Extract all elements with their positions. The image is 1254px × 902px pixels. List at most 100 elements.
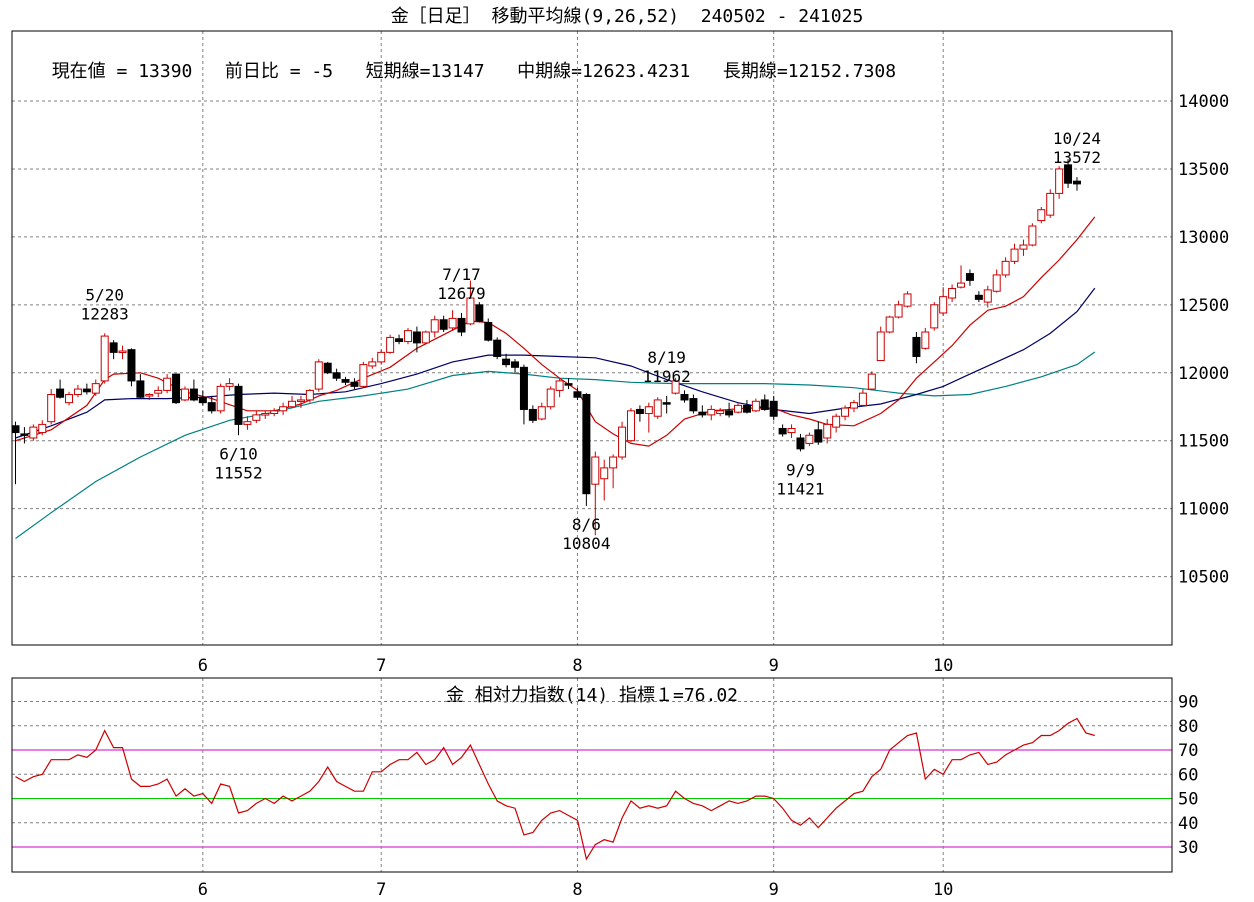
candle-68 — [609, 454, 618, 489]
candle-9 — [82, 383, 91, 395]
candle-103 — [921, 327, 930, 350]
candle-body — [172, 373, 181, 404]
candle-body — [707, 408, 716, 416]
candle-body — [751, 400, 760, 412]
candle-body — [662, 402, 671, 405]
candle-body — [118, 350, 127, 354]
candle-47 — [421, 330, 430, 345]
candle-body — [974, 294, 983, 300]
candle-body — [921, 331, 930, 349]
candle-105 — [939, 287, 948, 316]
candle-96 — [858, 389, 867, 406]
candle-77 — [689, 394, 698, 414]
annotation-date: 8/19 — [647, 348, 686, 367]
rsi-y-tick-label-90: 90 — [1178, 693, 1198, 713]
candle-64 — [573, 387, 582, 400]
candle-40 — [359, 361, 368, 388]
candle-93 — [832, 413, 841, 433]
rsi-y-tick-label-40: 40 — [1178, 814, 1198, 834]
rsi-title: 金 相対力指数(14) 指標１=76.02 — [445, 685, 739, 706]
candle-body — [20, 433, 29, 436]
annotation-value: 11552 — [214, 463, 262, 482]
candle-body — [912, 336, 921, 357]
candle-48 — [430, 315, 439, 338]
candle-98 — [876, 326, 885, 362]
candle-body — [288, 400, 297, 408]
candle-body — [769, 400, 778, 417]
candle-body — [65, 394, 74, 404]
rsi-chart-frame — [11, 677, 1173, 873]
candle-114 — [1019, 239, 1028, 256]
candle-body — [296, 399, 305, 402]
candle-body — [243, 421, 252, 425]
candle-body — [948, 288, 957, 299]
candle-75 — [671, 377, 680, 395]
candle-73 — [653, 397, 662, 419]
candle-body — [47, 394, 56, 423]
rsi-x-tick-label-8: 8 — [572, 880, 582, 900]
candle-body — [965, 273, 974, 281]
candle-5 — [47, 389, 56, 425]
annotation-date: 6/10 — [219, 444, 258, 463]
candle-118 — [1055, 166, 1064, 199]
candle-body — [225, 383, 234, 387]
price-annotations: 5/20122836/10115527/17126798/6108048/191… — [81, 129, 1101, 553]
ma-short-line — [15, 216, 1096, 447]
candle-23 — [207, 395, 216, 414]
candle-69 — [618, 421, 627, 460]
candle-body — [180, 388, 189, 401]
candle-body — [270, 410, 279, 415]
x-tick-label-7: 7 — [376, 656, 386, 676]
x-tick-label-9: 9 — [769, 656, 779, 676]
candle-body — [11, 425, 20, 434]
candle-body — [546, 388, 555, 408]
candle-body — [207, 402, 216, 412]
candle-body — [91, 383, 100, 394]
candle-33 — [296, 395, 305, 409]
annotation-date: 7/17 — [442, 265, 481, 284]
candle-body — [787, 427, 796, 434]
candle-body — [109, 342, 118, 353]
candle-41 — [368, 357, 377, 369]
candle-body — [849, 402, 858, 409]
candle-body — [573, 391, 582, 398]
candle-body — [216, 385, 225, 412]
candle-body — [618, 426, 627, 458]
candle-20 — [180, 386, 189, 402]
candle-body — [73, 388, 82, 396]
y-tick-label-10500: 10500 — [1178, 568, 1229, 588]
x-tick-label-10: 10 — [933, 656, 953, 676]
candle-90 — [805, 432, 814, 447]
candle-6 — [56, 379, 65, 399]
y-tick-label-11000: 11000 — [1178, 500, 1229, 520]
candle-body — [528, 408, 537, 421]
candle-34 — [305, 389, 314, 403]
candle-50 — [448, 310, 457, 331]
annotation-value: 10804 — [562, 534, 610, 553]
short-ma-value: 短期線=13147 — [365, 61, 485, 82]
candle-67 — [600, 459, 609, 501]
candle-body — [198, 396, 207, 404]
candle-49 — [439, 315, 448, 332]
candle-body — [1072, 180, 1081, 185]
ma-long-line — [15, 351, 1096, 539]
annotation-date: 5/20 — [85, 285, 124, 304]
candle-15 — [136, 374, 145, 399]
candle-body — [484, 321, 493, 341]
candle-99 — [885, 315, 894, 334]
candle-body — [609, 456, 618, 469]
candle-74 — [662, 395, 671, 414]
y-tick-label-13000: 13000 — [1178, 228, 1229, 248]
candle-body — [930, 304, 939, 329]
candle-body — [591, 456, 600, 485]
candle-body — [332, 372, 341, 379]
candle-4 — [38, 420, 47, 436]
candle-body — [653, 399, 662, 417]
candle-107 — [957, 265, 966, 289]
mid-ma-value: 中期線=12623.4231 — [517, 61, 691, 82]
candle-57 — [511, 359, 520, 373]
main-chart-frame — [11, 30, 1173, 646]
candle-body — [1037, 209, 1046, 222]
candle-body — [359, 364, 368, 387]
candle-8 — [73, 384, 82, 398]
